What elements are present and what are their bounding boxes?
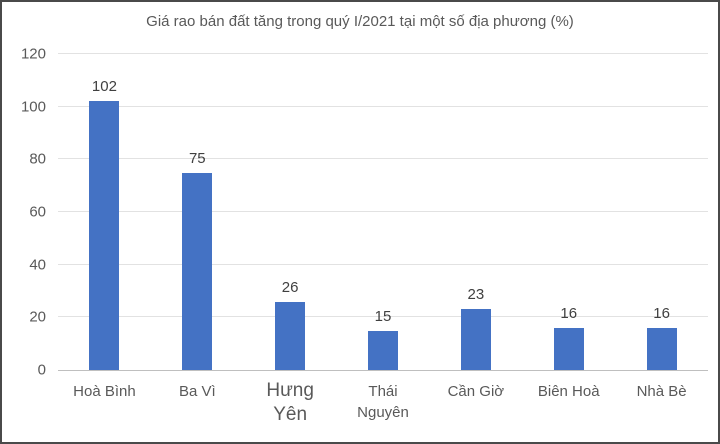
x-axis-category-label: Nhà Bè [636, 383, 687, 400]
bar-slot: 26 Hưng Yên [244, 54, 337, 425]
y-axis-tick-label: 40 [29, 256, 46, 274]
bar [275, 301, 306, 370]
bar [460, 309, 491, 370]
bar-value-label: 16 [560, 304, 578, 322]
bar [182, 172, 213, 370]
x-axis-category-label: Biên Hoà [537, 383, 600, 400]
gridline [58, 158, 708, 160]
bar-value-label: 75 [188, 149, 206, 167]
bar-slot: 23 Cần Giờ [429, 54, 522, 400]
x-axis-category-label: Hưng Yên [266, 380, 314, 425]
bar-value-label: 16 [653, 304, 670, 322]
bar [89, 101, 120, 370]
x-axis-category-label: Cần Giờ [447, 383, 505, 400]
chart-title: Giá rao bán đất tăng trong quý I/2021 tạ… [146, 13, 574, 30]
bar [553, 327, 584, 370]
bar-slot: 16 Nhà Bè [615, 54, 708, 400]
bar-slot: 102 Hoà Bình [58, 54, 151, 400]
bar [646, 327, 677, 370]
x-axis-category-label: Thái Nguyên [357, 383, 409, 421]
gridline [58, 316, 708, 318]
y-axis-tick-label: 0 [37, 361, 46, 379]
gridline [58, 53, 708, 54]
gridline [58, 211, 708, 212]
bar-value-label: 26 [281, 278, 299, 296]
bar-slot: 75 Ba Vì [151, 54, 244, 401]
y-axis-tick-label: 120 [20, 45, 46, 63]
y-axis-tick-label: 100 [20, 98, 46, 116]
y-axis-tick-label: 80 [29, 150, 46, 168]
bar-slot: 15 Thái Nguyên [337, 54, 430, 422]
bar-value-label: 15 [374, 307, 392, 325]
y-axis-tick-label: 60 [29, 203, 46, 221]
bar-value-label: 102 [91, 78, 117, 96]
bar [368, 330, 398, 370]
x-axis-category-label: Ba Vì [178, 383, 216, 400]
gridline [58, 105, 708, 107]
bar-slot: 16 Biên Hoà [522, 54, 615, 400]
bar-series: 102 Hoà Bình 75 Ba Vì 26 Hưng Yên 15 Thái Nguyê… [58, 54, 708, 425]
y-axis-tick-label: 20 [29, 308, 46, 326]
bar-value-label: 23 [467, 286, 485, 304]
gridline [58, 263, 708, 265]
x-axis-category-label: Hoà Bình [73, 383, 136, 400]
plot-area: 0 20 40 60 80 100 120 102 Hoà Bình 75 Ba Vì 26 Hưng… [21, 47, 708, 425]
